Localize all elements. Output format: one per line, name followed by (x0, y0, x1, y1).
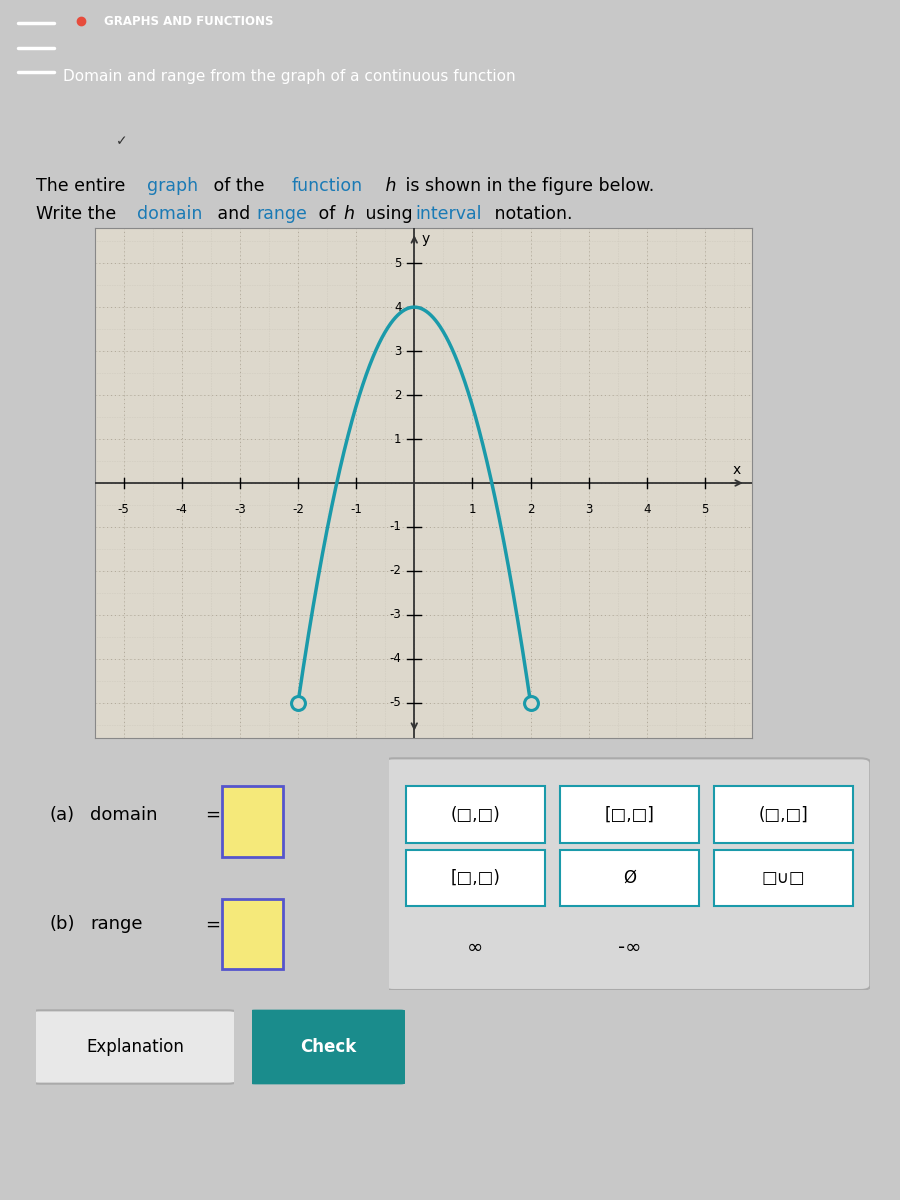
Text: 3: 3 (394, 344, 401, 358)
FancyBboxPatch shape (406, 786, 545, 842)
Text: domain: domain (137, 204, 202, 223)
Text: 1: 1 (394, 432, 401, 445)
Text: =: = (205, 916, 220, 934)
Text: (a): (a) (50, 805, 75, 823)
Text: 3: 3 (585, 503, 592, 516)
Text: -2: -2 (390, 564, 401, 577)
Text: 4: 4 (644, 503, 651, 516)
Text: Ø: Ø (623, 869, 636, 887)
FancyBboxPatch shape (714, 850, 853, 906)
Text: 2: 2 (394, 389, 401, 402)
Text: -3: -3 (390, 608, 401, 622)
Text: h: h (344, 204, 355, 223)
Text: -∞: -∞ (618, 938, 641, 958)
Text: h: h (380, 176, 396, 194)
Text: of: of (313, 204, 341, 223)
Text: -1: -1 (390, 521, 401, 534)
Text: Domain and range from the graph of a continuous function: Domain and range from the graph of a con… (63, 68, 516, 84)
Text: x: x (733, 463, 741, 476)
Text: using: using (360, 204, 418, 223)
Text: -3: -3 (234, 503, 246, 516)
Text: 2: 2 (526, 503, 535, 516)
Text: domain: domain (91, 805, 158, 823)
Text: ∞: ∞ (467, 938, 483, 958)
Text: graph: graph (147, 176, 198, 194)
Text: is shown in the figure below.: is shown in the figure below. (400, 176, 655, 194)
Text: [□,□]: [□,□] (605, 805, 654, 823)
Text: 5: 5 (394, 257, 401, 270)
Text: (□,□]: (□,□] (759, 805, 808, 823)
Text: 4: 4 (394, 301, 401, 313)
Text: (b): (b) (50, 916, 76, 934)
Text: The entire: The entire (36, 176, 130, 194)
Text: □∪□: □∪□ (761, 869, 806, 887)
Text: -4: -4 (390, 653, 401, 665)
Text: range: range (256, 204, 308, 223)
Text: -1: -1 (350, 503, 362, 516)
Text: and: and (212, 204, 256, 223)
Text: -5: -5 (118, 503, 130, 516)
FancyBboxPatch shape (222, 786, 283, 857)
Text: -2: -2 (292, 503, 304, 516)
FancyBboxPatch shape (560, 786, 699, 842)
Text: function: function (292, 176, 363, 194)
FancyBboxPatch shape (222, 899, 283, 968)
Text: 1: 1 (469, 503, 476, 516)
Text: Write the: Write the (36, 204, 122, 223)
Text: 5: 5 (701, 503, 708, 516)
Text: of the: of the (208, 176, 270, 194)
Text: notation.: notation. (489, 204, 572, 223)
FancyBboxPatch shape (560, 850, 699, 906)
Text: [□,□): [□,□) (451, 869, 500, 887)
Text: (□,□): (□,□) (451, 805, 500, 823)
FancyBboxPatch shape (714, 786, 853, 842)
Text: GRAPHS AND FUNCTIONS: GRAPHS AND FUNCTIONS (104, 14, 273, 28)
Text: ✓: ✓ (116, 134, 127, 148)
FancyBboxPatch shape (384, 758, 870, 990)
Text: interval: interval (416, 204, 482, 223)
Text: y: y (422, 232, 430, 246)
Text: Check: Check (301, 1038, 356, 1056)
Text: -4: -4 (176, 503, 187, 516)
FancyBboxPatch shape (406, 850, 545, 906)
Text: range: range (91, 916, 143, 934)
FancyBboxPatch shape (30, 1010, 238, 1084)
Text: -5: -5 (390, 696, 401, 709)
Text: Explanation: Explanation (86, 1038, 184, 1056)
Text: =: = (205, 805, 220, 823)
FancyBboxPatch shape (248, 1010, 408, 1084)
